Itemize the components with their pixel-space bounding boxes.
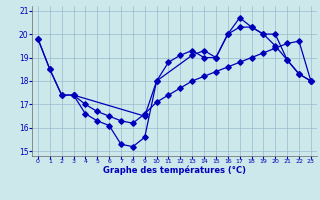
X-axis label: Graphe des températures (°C): Graphe des températures (°C) bbox=[103, 166, 246, 175]
